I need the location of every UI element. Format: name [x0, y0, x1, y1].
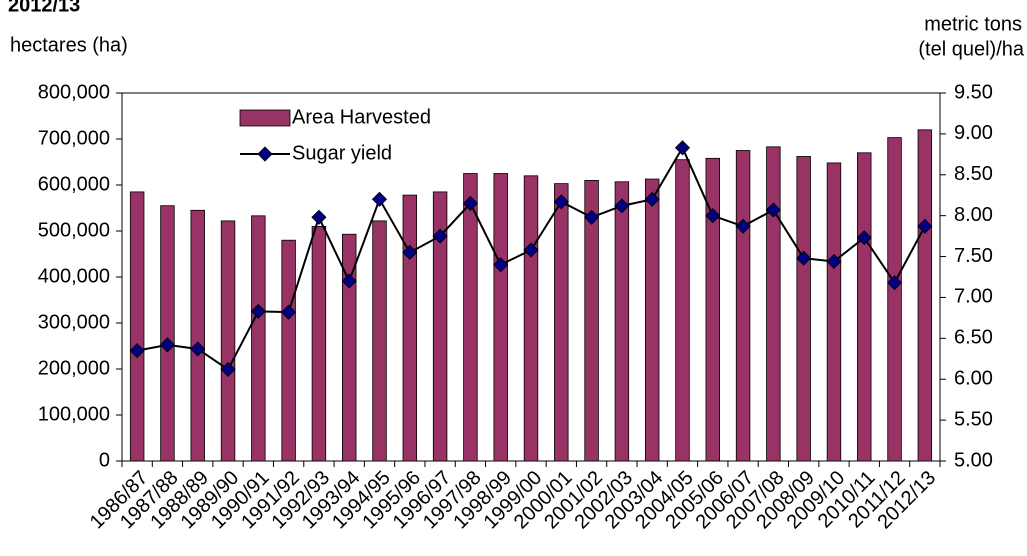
legend-label: Sugar yield: [292, 142, 392, 164]
bar: [644, 178, 660, 462]
bar: [402, 194, 418, 462]
bar: [281, 239, 296, 462]
bar: [857, 152, 872, 462]
marker: [493, 257, 509, 273]
bar: [493, 173, 508, 462]
marker: [190, 341, 206, 357]
marker: [614, 198, 630, 214]
bar: [251, 215, 266, 462]
marker: [432, 228, 448, 244]
bar: [796, 156, 811, 462]
bar: [614, 181, 630, 462]
bar: [432, 191, 448, 462]
y2-tick-label: 7.00: [954, 286, 993, 308]
bar: [372, 220, 387, 462]
y2-tick-label: 7.50: [954, 245, 993, 267]
bar: [766, 146, 781, 462]
bar: [311, 225, 327, 462]
y2-axis-label: metric tons: [924, 13, 1022, 35]
y2-axis-label: (tel quel)/ha: [918, 38, 1024, 60]
bar: [675, 159, 690, 462]
y-axis-label: hectares (ha): [10, 34, 128, 56]
marker: [311, 209, 327, 225]
marker: [644, 191, 660, 207]
marker: [856, 230, 872, 246]
marker: [341, 273, 357, 289]
marker: [826, 253, 842, 270]
y-tick-label: 200,000: [38, 357, 110, 379]
bar: [826, 162, 842, 462]
bar: [917, 129, 933, 462]
bar: [463, 173, 478, 462]
bar: [342, 233, 357, 462]
y2-tick-label: 8.50: [954, 163, 993, 185]
marker: [129, 343, 145, 359]
y-tick-label: 100,000: [38, 403, 110, 425]
marker: [220, 361, 236, 377]
y-tick-label: 800,000: [38, 81, 110, 103]
marker: [523, 242, 539, 258]
y2-tick-label: 9.00: [954, 122, 993, 144]
marker: [584, 209, 600, 225]
legend-swatch: [257, 146, 273, 162]
marker: [705, 208, 721, 224]
y-tick-label: 300,000: [38, 311, 110, 333]
bar: [190, 209, 205, 462]
marker: [371, 191, 388, 207]
bar: [735, 150, 751, 462]
bar: [705, 157, 720, 462]
bar: [887, 137, 902, 462]
marker: [553, 194, 569, 210]
marker: [281, 304, 297, 320]
marker: [735, 218, 751, 234]
bar: [160, 205, 175, 462]
marker: [917, 218, 933, 234]
bar: [584, 179, 599, 462]
y2-tick-label: 6.50: [954, 327, 993, 349]
marker: [402, 244, 418, 261]
legend-label: Area Harvested: [292, 106, 431, 128]
marker: [462, 195, 478, 211]
y2-tick-label: 8.00: [954, 204, 993, 226]
y2-tick-label: 5.50: [954, 408, 993, 430]
y-tick-label: 500,000: [38, 219, 110, 241]
y2-tick-label: 6.00: [954, 368, 993, 390]
bar: [554, 183, 569, 462]
marker: [250, 303, 266, 319]
bar: [129, 191, 145, 462]
y2-tick-label: 9.50: [954, 81, 993, 103]
y-tick-label: 400,000: [38, 265, 110, 287]
marker: [796, 250, 812, 266]
legend-swatch: [239, 109, 291, 127]
y-tick-label: 0: [99, 449, 110, 471]
marker: [765, 202, 781, 218]
marker: [886, 275, 903, 291]
y-tick-label: 600,000: [38, 173, 110, 195]
y-tick-label: 700,000: [38, 127, 110, 149]
bar: [220, 220, 236, 462]
bar: [523, 175, 539, 462]
marker: [674, 140, 691, 156]
chart-title: 2012/13: [8, 0, 80, 16]
y2-tick-label: 5.00: [954, 449, 993, 471]
marker: [159, 337, 176, 353]
